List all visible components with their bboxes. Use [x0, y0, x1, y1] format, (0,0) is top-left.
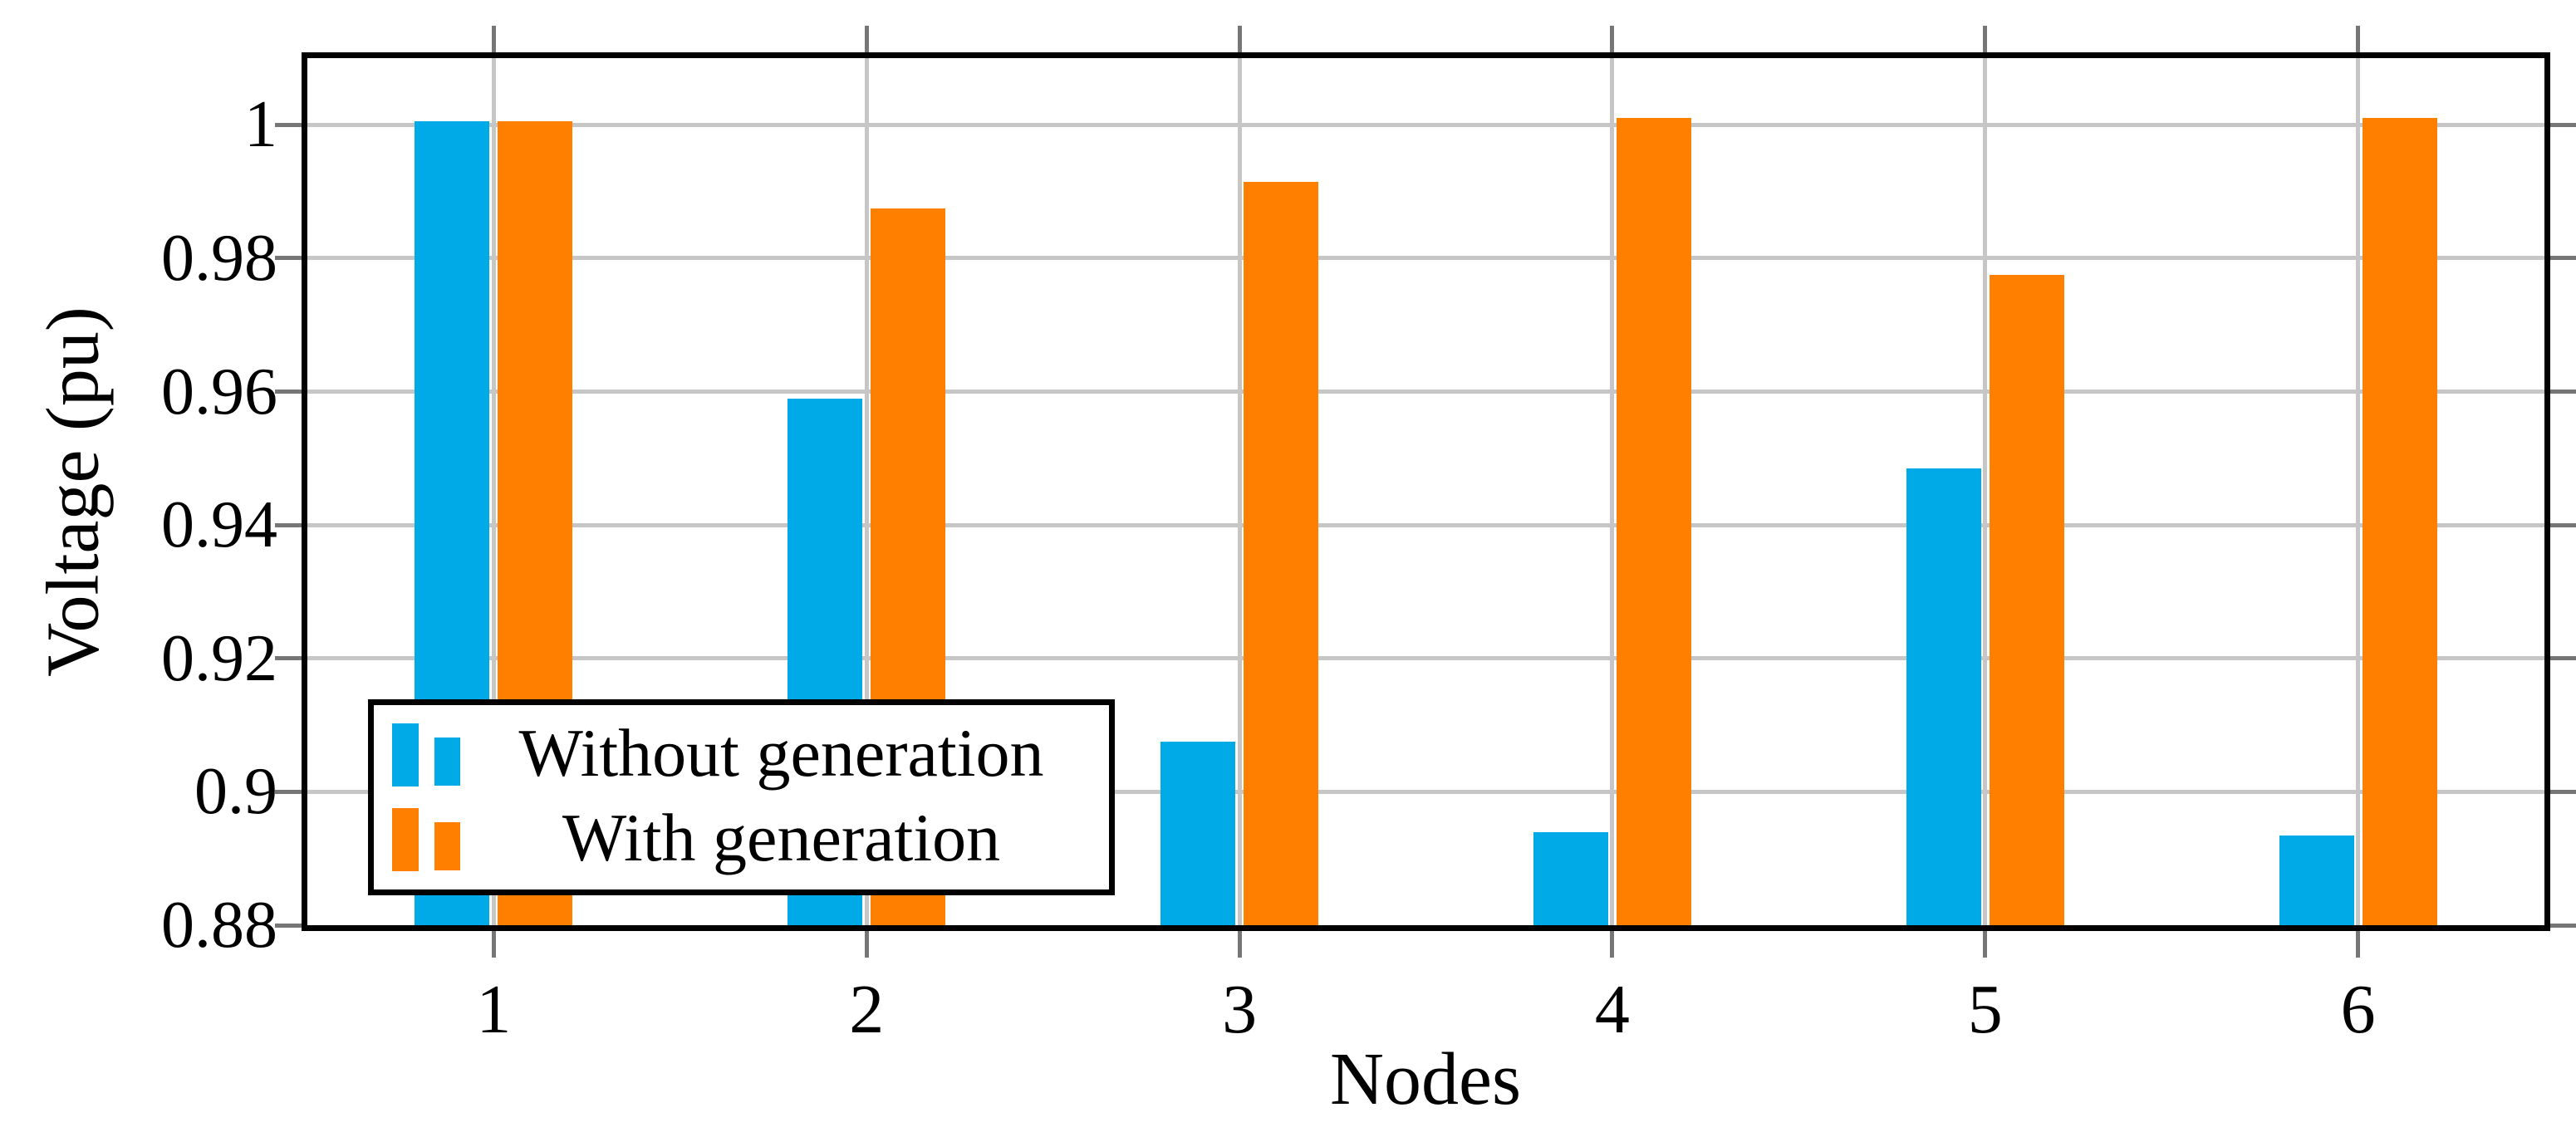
- bar-node5-without-generation: [1906, 468, 1981, 925]
- x-tick-label-1: 1: [476, 971, 512, 1048]
- horizontal-gridlines: [307, 58, 2544, 925]
- gridline-x-6: [2356, 58, 2361, 925]
- y-tick-left-0.98: [275, 256, 302, 261]
- legend-label: With generation: [562, 800, 1001, 876]
- y-tick-left-1: [275, 122, 302, 127]
- gridline-y-1: [307, 122, 2544, 127]
- bar-swatch-icon: [392, 720, 462, 787]
- bar-node6-with-generation: [2362, 118, 2437, 925]
- y-tick-label-0.88: 0.88: [161, 889, 277, 962]
- legend-entry-with-generation: With generation: [392, 796, 1101, 880]
- y-tick-left-0.92: [275, 656, 302, 661]
- gridline-x-5: [1983, 58, 1988, 925]
- x-tick-label-6: 6: [2340, 971, 2376, 1048]
- x-tick-label-2: 2: [849, 971, 885, 1048]
- y-tick-right-0.96: [2550, 390, 2576, 394]
- y-tick-right-0.9: [2550, 789, 2576, 794]
- x-tick-top-1: [491, 26, 496, 52]
- x-tick-top-2: [864, 26, 869, 52]
- bar-node5-with-generation: [1989, 275, 2064, 925]
- x-tick-label-5: 5: [1967, 971, 2003, 1048]
- y-tick-left-0.94: [275, 522, 302, 527]
- x-tick-top-3: [1237, 26, 1242, 52]
- y-tick-right-1: [2550, 122, 2576, 127]
- gridline-y-0.98: [307, 256, 2544, 261]
- x-axis-label: Nodes: [1330, 1038, 1521, 1120]
- y-tick-label-0.9: 0.9: [194, 755, 277, 829]
- x-tick-bottom-4: [1610, 931, 1615, 958]
- swatch-bar-tall: [392, 808, 419, 872]
- y-tick-right-0.94: [2550, 522, 2576, 527]
- bar-node4-with-generation: [1616, 118, 1691, 925]
- y-tick-left-0.88: [275, 923, 302, 928]
- x-tick-bottom-6: [2356, 931, 2361, 958]
- x-tick-bottom-5: [1983, 931, 1988, 958]
- y-tick-left-0.9: [275, 789, 302, 794]
- bar-node3-with-generation: [1244, 181, 1319, 925]
- y-tick-left-0.96: [275, 390, 302, 394]
- gridline-x-4: [1610, 58, 1615, 925]
- y-tick-label-0.98: 0.98: [161, 221, 277, 295]
- swatch-bar-tall: [392, 723, 419, 787]
- bar-node6-without-generation: [2279, 835, 2354, 925]
- gridline-x-3: [1237, 58, 1242, 925]
- x-tick-bottom-2: [864, 931, 869, 958]
- y-tick-label-0.94: 0.94: [161, 488, 277, 562]
- legend: Without generation With generation: [368, 699, 1115, 895]
- gridline-x-2: [864, 58, 869, 925]
- x-tick-top-4: [1610, 26, 1615, 52]
- y-tick-label-1: 1: [244, 88, 277, 162]
- bar-swatch-icon: [392, 805, 462, 872]
- gridline-y-0.96: [307, 390, 2544, 394]
- x-tick-label-3: 3: [1222, 971, 1258, 1048]
- legend-label: Without generation: [518, 714, 1044, 791]
- x-tick-bottom-1: [491, 931, 496, 958]
- bar-node4-without-generation: [1533, 831, 1608, 925]
- gridline-x-1: [491, 58, 496, 925]
- x-tick-label-4: 4: [1594, 971, 1630, 1048]
- swatch-bar-short: [434, 737, 460, 786]
- y-tick-right-0.92: [2550, 656, 2576, 661]
- y-tick-right-0.88: [2550, 923, 2576, 928]
- bar-node3-without-generation: [1160, 742, 1236, 925]
- gridline-y-0.94: [307, 522, 2544, 527]
- vertical-gridlines: [307, 58, 2544, 925]
- swatch-bar-short: [434, 822, 460, 871]
- y-tick-label-0.96: 0.96: [161, 355, 277, 429]
- legend-entry-without-generation: Without generation: [392, 711, 1101, 796]
- x-tick-top-6: [2356, 26, 2361, 52]
- gridline-y-0.9: [307, 789, 2544, 794]
- x-tick-top-5: [1983, 26, 1988, 52]
- y-tick-right-0.98: [2550, 256, 2576, 261]
- y-tick-label-0.92: 0.92: [161, 621, 277, 695]
- gridline-y-0.92: [307, 656, 2544, 661]
- x-tick-bottom-3: [1237, 931, 1242, 958]
